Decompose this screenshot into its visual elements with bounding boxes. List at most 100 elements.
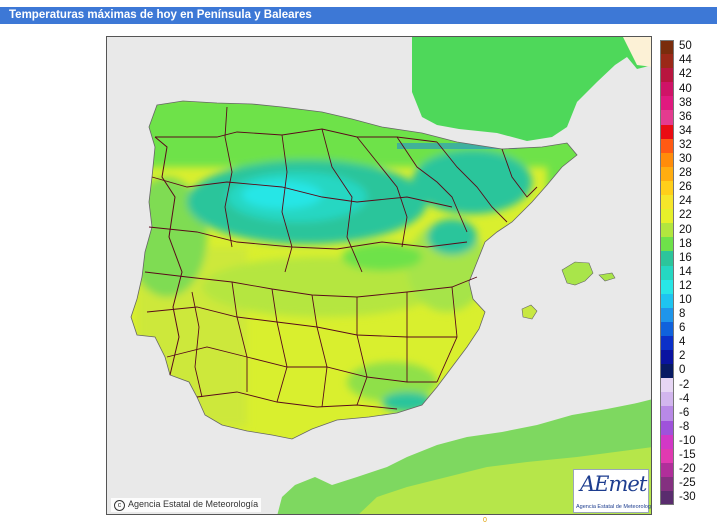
legend-row: 2 — [660, 350, 712, 365]
legend-swatch — [660, 293, 674, 308]
legend-row: 20 — [660, 223, 712, 238]
province-borders — [144, 106, 538, 410]
legend-row: 12 — [660, 279, 712, 294]
legend-row: -15 — [660, 448, 712, 463]
balearic-islands — [521, 261, 616, 320]
legend-swatch — [660, 251, 674, 266]
legend-label: -6 — [679, 406, 690, 419]
copyright-icon: c — [114, 500, 125, 511]
temperature-map[interactable]: c Agencia Estatal de Meteorología AEmet A… — [106, 36, 652, 515]
france-land — [412, 37, 651, 141]
legend-label: -4 — [679, 392, 690, 405]
legend-row: 36 — [660, 110, 712, 125]
legend-row: -25 — [660, 476, 712, 491]
legend-label: -25 — [679, 477, 696, 490]
legend-label: 34 — [679, 124, 692, 137]
legend-swatch — [660, 335, 674, 351]
peninsula-coastline — [130, 100, 578, 440]
legend-row: 30 — [660, 152, 712, 167]
legend-label: 32 — [679, 138, 692, 151]
legend-swatch — [660, 392, 674, 407]
legend-row: 38 — [660, 96, 712, 111]
aemet-logo: AEmet Agencia Estatal de Meteorología — [573, 469, 651, 513]
legend-label: -30 — [679, 491, 696, 504]
legend-swatch — [660, 195, 674, 210]
legend-label: 18 — [679, 237, 692, 250]
legend-label: 38 — [679, 96, 692, 109]
legend-label: -10 — [679, 434, 696, 447]
legend-label: 44 — [679, 54, 692, 67]
legend-swatch — [660, 180, 674, 196]
legend-row: 50 — [660, 40, 712, 55]
legend-row: -30 — [660, 491, 712, 506]
legend-row: 4 — [660, 335, 712, 351]
aemet-logo-word: AEmet — [580, 472, 647, 496]
legend-row: -8 — [660, 420, 712, 435]
legend-row: 26 — [660, 180, 712, 196]
legend-swatch — [660, 476, 674, 491]
legend-label: 20 — [679, 223, 692, 236]
legend-swatch — [660, 406, 674, 421]
legend-swatch — [660, 68, 674, 83]
portugal-border — [154, 136, 183, 376]
corsica-strip — [623, 37, 651, 67]
copyright-text: Agencia Estatal de Meteorología — [128, 499, 259, 509]
legend-label: 14 — [679, 265, 692, 278]
legend-swatch — [660, 152, 674, 167]
legend-swatch — [660, 462, 674, 477]
legend-swatch — [660, 237, 674, 252]
legend-label: 50 — [679, 40, 692, 53]
legend-row: 16 — [660, 251, 712, 266]
legend-swatch — [660, 223, 674, 238]
legend-label: -8 — [679, 420, 690, 433]
page-title: Temperaturas máximas de hoy en Península… — [0, 7, 717, 24]
legend-swatch — [660, 279, 674, 294]
copyright-notice: c Agencia Estatal de Meteorología — [111, 498, 262, 512]
legend-row: 22 — [660, 209, 712, 224]
legend-swatch — [660, 82, 674, 97]
legend-label: 24 — [679, 195, 692, 208]
legend-swatch — [660, 265, 674, 280]
footer-mark: 0 — [483, 517, 487, 524]
legend-row: -2 — [660, 378, 712, 393]
legend-swatch — [660, 166, 674, 181]
legend-swatch — [660, 491, 674, 506]
legend-label: 40 — [679, 82, 692, 95]
legend-row: 44 — [660, 54, 712, 69]
legend-row: -20 — [660, 462, 712, 477]
legend-row: 40 — [660, 82, 712, 97]
legend-label: -2 — [679, 378, 690, 391]
legend-label: 12 — [679, 279, 692, 292]
temperature-legend: 50 44 42 40 38 36 34 32 30 28 26 24 22 20 18 16 14 12 10 8 6… — [660, 40, 712, 517]
legend-swatch — [660, 420, 674, 435]
legend-label: 30 — [679, 153, 692, 166]
legend-swatch — [660, 110, 674, 125]
temperature-map-svg — [107, 37, 651, 514]
legend-label: 10 — [679, 293, 692, 306]
legend-row: 14 — [660, 265, 712, 280]
legend-row: -10 — [660, 434, 712, 449]
legend-row: -6 — [660, 406, 712, 421]
legend-row: 34 — [660, 124, 712, 139]
legend-label: 26 — [679, 181, 692, 194]
france-sea-gap — [577, 77, 651, 137]
legend-swatch — [660, 209, 674, 224]
legend-row: 42 — [660, 68, 712, 83]
legend-swatch — [660, 350, 674, 365]
legend-row: 24 — [660, 195, 712, 210]
legend-label: 4 — [679, 336, 686, 349]
legend-swatch — [660, 307, 674, 322]
legend-swatch — [660, 321, 674, 336]
legend-swatch — [660, 96, 674, 111]
legend-label: -20 — [679, 463, 696, 476]
legend-row: 28 — [660, 166, 712, 181]
legend-swatch — [660, 364, 674, 379]
legend-label: 8 — [679, 308, 686, 321]
legend-label: 42 — [679, 68, 692, 81]
legend-label: 2 — [679, 350, 686, 363]
legend-label: 6 — [679, 322, 686, 335]
legend-label: 28 — [679, 167, 692, 180]
legend-label: 0 — [679, 364, 686, 377]
legend-swatch — [660, 124, 674, 139]
legend-label: 36 — [679, 110, 692, 123]
